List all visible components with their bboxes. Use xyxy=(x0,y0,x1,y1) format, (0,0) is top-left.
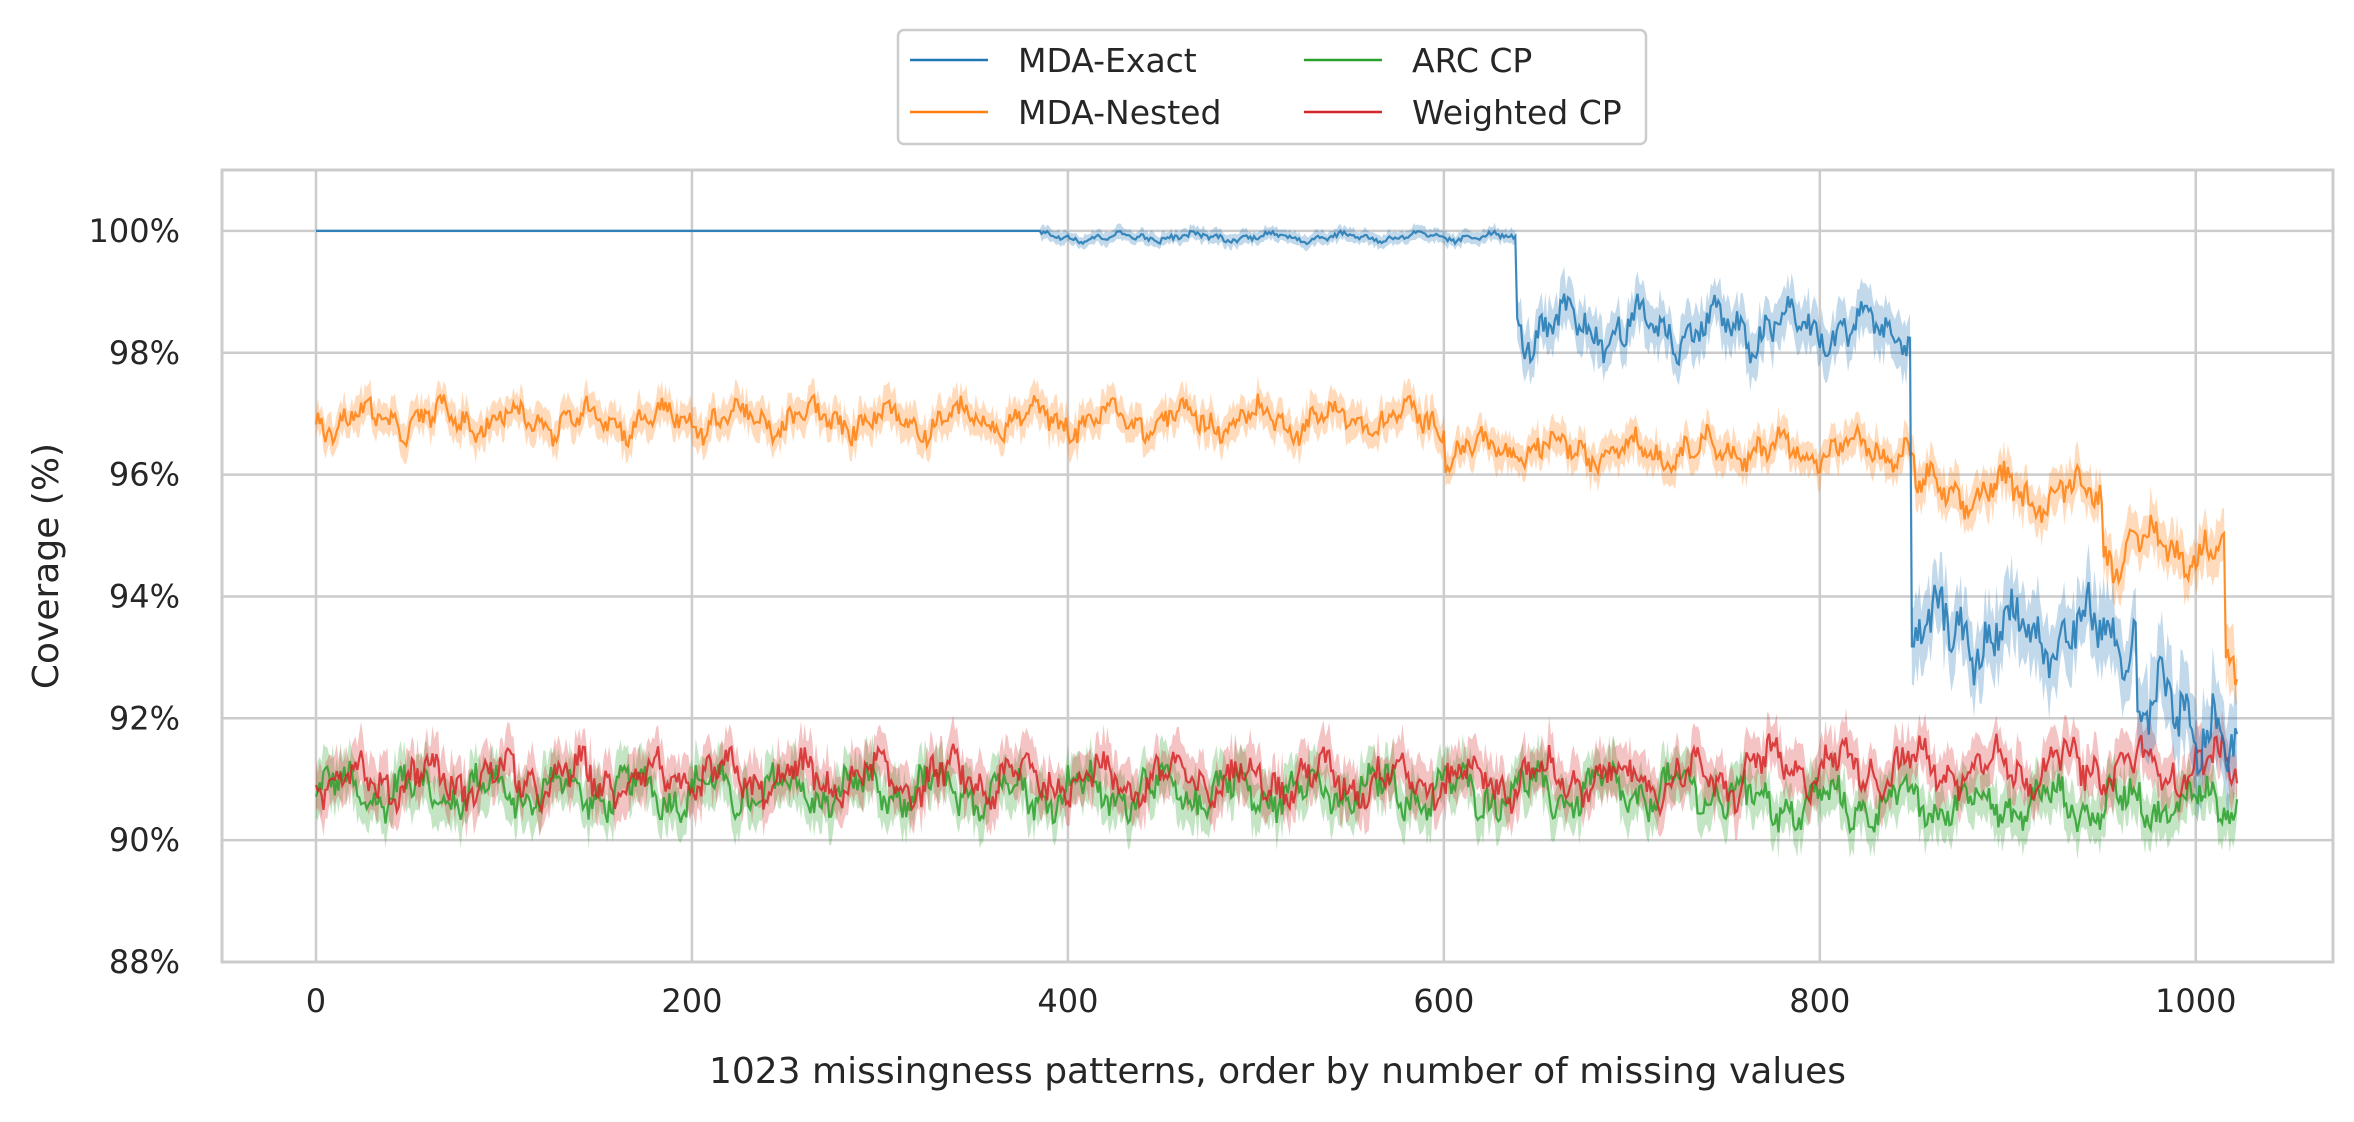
legend-label: ARC CP xyxy=(1412,41,1532,80)
y-tick-label: 96% xyxy=(109,456,180,494)
legend-box xyxy=(896,28,1648,146)
x-axis-ticks: 0 200 400 600 800 1000 xyxy=(306,982,2237,1020)
band-mda-nested xyxy=(316,375,2238,706)
y-tick-label: 98% xyxy=(109,334,180,372)
plot-frame xyxy=(220,168,2335,964)
y-tick-label: 94% xyxy=(109,577,180,615)
y-tick-label: 88% xyxy=(109,943,180,981)
legend-label: Weighted CP xyxy=(1412,93,1622,132)
y-axis-label: Coverage (%) xyxy=(26,443,67,689)
x-tick-label: 200 xyxy=(661,982,722,1020)
x-tick-label: 600 xyxy=(1413,982,1474,1020)
x-tick-label: 1000 xyxy=(2155,982,2236,1020)
x-tick-label: 800 xyxy=(1789,982,1850,1020)
legend: MDA-Exact MDA-Nested ARC CP Weighted CP xyxy=(896,28,1648,146)
line-mda-exact xyxy=(316,229,2239,777)
x-tick-label: 0 xyxy=(306,982,326,1020)
series-lines xyxy=(314,229,2239,835)
x-axis-label: 1023 missingness patterns, order by numb… xyxy=(709,1051,1846,1092)
x-tick-label: 400 xyxy=(1037,982,1098,1020)
legend-label: MDA-Nested xyxy=(1018,93,1221,132)
confidence-bands xyxy=(316,222,2238,860)
y-tick-label: 90% xyxy=(109,821,180,859)
band-mda-exact xyxy=(316,222,2238,823)
line-weighted-cp xyxy=(314,733,2239,818)
grid xyxy=(222,170,2333,964)
y-tick-label: 100% xyxy=(89,212,180,250)
line-mda-nested xyxy=(314,393,2239,686)
legend-label: MDA-Exact xyxy=(1018,41,1197,80)
band-weighted-cp xyxy=(316,708,2238,841)
y-tick-label: 92% xyxy=(109,699,180,737)
y-axis-ticks: 88% 90% 92% 94% 96% 98% 100% xyxy=(89,212,180,981)
line-arc-cp xyxy=(314,758,2239,835)
